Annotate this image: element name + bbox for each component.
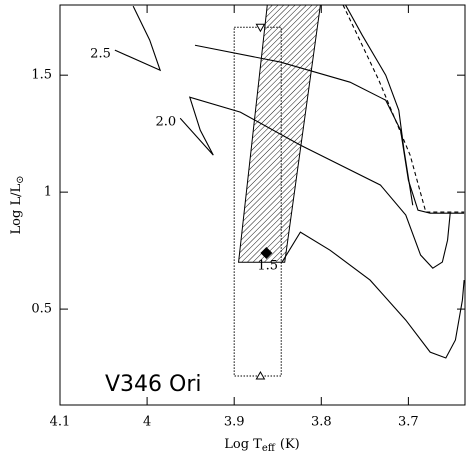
- y-tick-label: 0.5: [31, 302, 52, 317]
- x-tick-label: 3.9: [224, 415, 245, 430]
- upper-limit-marker: [255, 23, 266, 33]
- x-tick-label: 3.8: [311, 415, 332, 430]
- x-label-unit: (K): [280, 437, 300, 452]
- track-line: [114, 5, 162, 72]
- lower-limit-marker: [255, 370, 266, 380]
- observed-point: [260, 246, 273, 259]
- y-tick-label: 1.5: [31, 68, 52, 83]
- annotation: V346 Ori: [105, 372, 202, 397]
- x-label-text: Log T: [224, 437, 262, 452]
- x-axis-label: Log Teff (K): [224, 437, 299, 454]
- track-label: 1.5: [257, 259, 278, 274]
- x-tick-label: 4: [143, 415, 151, 430]
- track-label: 2.5: [90, 47, 111, 62]
- y-tick-label: 1: [44, 185, 52, 200]
- x-tick-label: 4.1: [50, 415, 71, 430]
- track-line: [342, 5, 465, 213]
- y-label-text: Log L/L: [9, 184, 24, 235]
- x-tick-label: 3.7: [398, 415, 419, 430]
- track-label: 2.0: [156, 115, 177, 130]
- y-axis-label: Log L/L⊙: [9, 176, 26, 235]
- track-line: [194, 44, 465, 214]
- plot-area: [114, 5, 465, 380]
- y-label-sub: ⊙: [15, 176, 26, 184]
- track-line: [345, 5, 414, 206]
- plot-frame: [59, 4, 466, 406]
- track-line: [179, 96, 451, 269]
- track-line: [281, 231, 465, 359]
- x-label-sub: eff: [262, 443, 276, 454]
